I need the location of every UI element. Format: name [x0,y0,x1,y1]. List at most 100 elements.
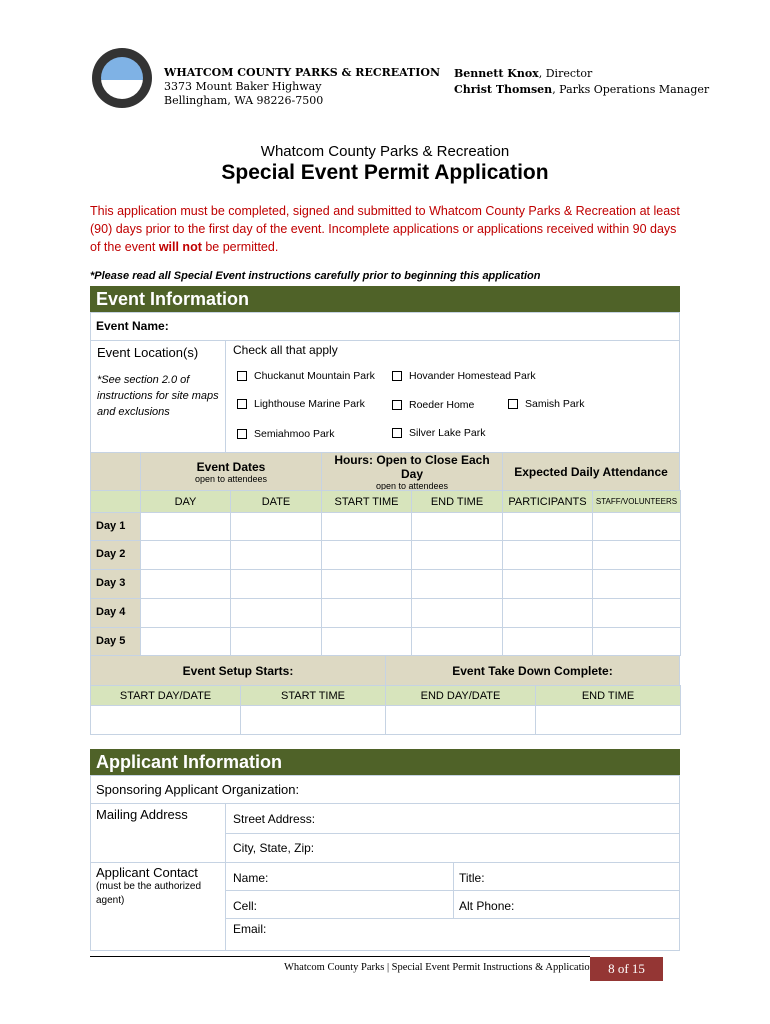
checkbox[interactable] [237,371,247,381]
setup-cell-input[interactable] [240,705,386,735]
column-header: END TIME [411,490,503,513]
day-cell-input[interactable] [502,627,593,656]
setup-cell-input[interactable] [90,705,241,735]
park-label: Roeder Home [409,399,475,411]
setup-column-header: END DAY/DATE [385,685,536,706]
day-label: Day 2 [90,540,141,570]
park-option[interactable]: Hovander Homestead Park [392,370,536,382]
park-label: Lighthouse Marine Park [254,398,365,410]
subtitle: Whatcom County Parks & Recreation [260,143,510,160]
day-cell-input[interactable] [230,512,322,541]
day-cell-input[interactable] [411,627,503,656]
day-cell-input[interactable] [502,569,593,599]
park-option[interactable]: Chuckanut Mountain Park [237,370,375,382]
notice: This application must be completed, sign… [90,204,680,254]
title-field[interactable]: Title: [453,862,680,891]
checkbox[interactable] [392,400,402,410]
day-cell-input[interactable] [230,598,322,628]
day-cell-input[interactable] [411,598,503,628]
day-cell-input[interactable] [230,540,322,570]
manager-title: , Parks Operations Manager [552,83,710,96]
day-cell-input[interactable] [592,569,681,599]
day-label: Day 1 [90,512,141,541]
checkbox[interactable] [237,399,247,409]
day-cell-input[interactable] [140,598,231,628]
day-cell-input[interactable] [140,627,231,656]
event-dates-header: Event Dates [196,459,266,474]
checkbox[interactable] [392,371,402,381]
setup-column-header: START DAY/DATE [90,685,241,706]
page-title: Special Event Permit Application [221,161,549,184]
day-cell-input[interactable] [230,569,322,599]
sponsor-field[interactable]: Sponsoring Applicant Organization: [90,775,680,804]
day-label: Day 4 [90,598,141,628]
day-cell-input[interactable] [592,627,681,656]
day-cell-input[interactable] [592,540,681,570]
checkbox[interactable] [392,428,402,438]
footer-text: Whatcom County Parks | Special Event Per… [284,962,595,973]
park-option[interactable]: Lighthouse Marine Park [237,398,365,410]
day-cell-input[interactable] [592,598,681,628]
hours-note: open to attendees [375,480,449,491]
checkbox[interactable] [508,399,518,409]
column-header: DAY [140,490,231,513]
street-field[interactable]: Street Address: [225,803,680,834]
setup-column-header: END TIME [535,685,681,706]
page-number: 8 of 15 [590,957,663,981]
location-label-cell: Event Location(s) *See section 2.0 of in… [90,340,226,453]
setup-cell-input[interactable] [385,705,536,735]
mailing-label: Mailing Address [90,803,226,863]
park-label: Silver Lake Park [409,427,486,439]
day-cell-input[interactable] [411,569,503,599]
day-cell-input[interactable] [321,540,412,570]
city-field[interactable]: City, State, Zip: [225,833,680,863]
director-title: , Director [538,67,593,80]
column-header: DATE [230,490,322,513]
day-label: Day 5 [90,627,141,656]
org-name: WHATCOM COUNTY PARKS & RECREATION [164,66,441,79]
day-cell-input[interactable] [140,512,231,541]
cell-field[interactable]: Cell: [225,890,454,919]
park-label: Samish Park [525,398,585,410]
day-cell-input[interactable] [592,512,681,541]
day-cell-input[interactable] [502,598,593,628]
day-cell-input[interactable] [321,512,412,541]
hours-header: Hours: Open to Close Each Day [334,452,490,481]
director-name: Bennett Knox [454,67,539,80]
email-field[interactable]: Email: [225,918,680,951]
setup-cell-input[interactable] [535,705,681,735]
park-option[interactable]: Semiahmoo Park [237,428,335,440]
event-name-field[interactable]: Event Name: [90,312,680,341]
contact-label-cell: Applicant Contact (must be the authorize… [90,862,226,951]
footer-divider [90,956,590,957]
park-option[interactable]: Roeder Home [392,399,474,411]
park-option[interactable]: Samish Park [508,398,585,410]
setup-header: Event Setup Starts: [90,655,386,686]
day-label: Day 3 [90,569,141,599]
column-header: PARTICIPANTS [502,490,593,513]
checkbox[interactable] [237,429,247,439]
applicant-section-header: Applicant Information [90,749,680,775]
day-cell-input[interactable] [411,540,503,570]
day-cell-input[interactable] [140,569,231,599]
event-section-header: Event Information [90,286,680,312]
day-cell-input[interactable] [140,540,231,570]
day-cell-input[interactable] [230,627,322,656]
day-cell-input[interactable] [411,512,503,541]
alt-phone-field[interactable]: Alt Phone: [453,890,680,919]
park-option[interactable]: Silver Lake Park [392,427,485,439]
park-label: Chuckanut Mountain Park [254,370,375,382]
name-field[interactable]: Name: [225,862,454,891]
day-cell-input[interactable] [321,569,412,599]
park-label: Semiahmoo Park [254,428,335,440]
address-line2: Bellingham, WA 98226-7500 [164,94,324,107]
day-cell-input[interactable] [321,598,412,628]
manager-name: Christ Thomsen [454,83,553,96]
day-cell-input[interactable] [502,512,593,541]
day-cell-input[interactable] [321,627,412,656]
attendance-header: Expected Daily Attendance [514,464,668,479]
day-cell-input[interactable] [502,540,593,570]
takedown-header: Event Take Down Complete: [385,655,680,686]
address-line1: 3373 Mount Baker Highway [164,80,322,93]
event-dates-note: open to attendees [194,473,268,484]
